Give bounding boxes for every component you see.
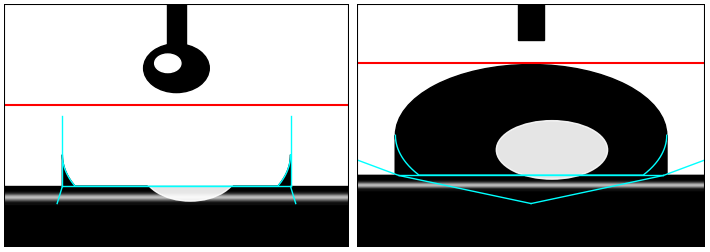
Bar	[357, 5, 705, 176]
Bar	[357, 187, 705, 188]
Ellipse shape	[155, 55, 181, 73]
Bar	[357, 176, 705, 252]
Bar	[357, 185, 705, 186]
Bar	[4, 5, 349, 187]
Bar	[357, 182, 705, 183]
Bar	[4, 194, 349, 195]
Bar	[357, 185, 705, 186]
Ellipse shape	[395, 65, 667, 206]
Polygon shape	[62, 155, 290, 187]
Bar	[518, 5, 544, 41]
Bar	[4, 193, 349, 194]
Bar	[4, 200, 349, 201]
Bar	[357, 186, 705, 187]
Bar	[4, 201, 349, 202]
Bar	[357, 187, 705, 188]
Bar	[4, 198, 349, 199]
Bar	[357, 181, 705, 182]
Polygon shape	[395, 136, 667, 176]
Polygon shape	[395, 136, 667, 176]
Bar	[4, 197, 349, 198]
Bar	[357, 183, 705, 184]
Bar	[4, 199, 349, 200]
Ellipse shape	[142, 138, 239, 201]
Bar	[4, 203, 349, 204]
Bar	[357, 189, 705, 190]
Bar	[357, 188, 705, 189]
Bar	[167, 5, 186, 58]
Bar	[357, 183, 705, 184]
Bar	[4, 187, 349, 247]
Bar	[4, 196, 349, 197]
Bar	[357, 189, 705, 190]
Bar	[357, 181, 705, 182]
Bar	[357, 184, 705, 185]
Bar	[357, 186, 705, 187]
Ellipse shape	[496, 121, 608, 179]
Bar	[357, 182, 705, 183]
Bar	[4, 202, 349, 203]
Ellipse shape	[143, 45, 209, 93]
Bar	[4, 195, 349, 196]
Bar	[357, 184, 705, 185]
Bar	[357, 188, 705, 189]
Bar	[357, 176, 705, 247]
Bar	[4, 192, 349, 193]
